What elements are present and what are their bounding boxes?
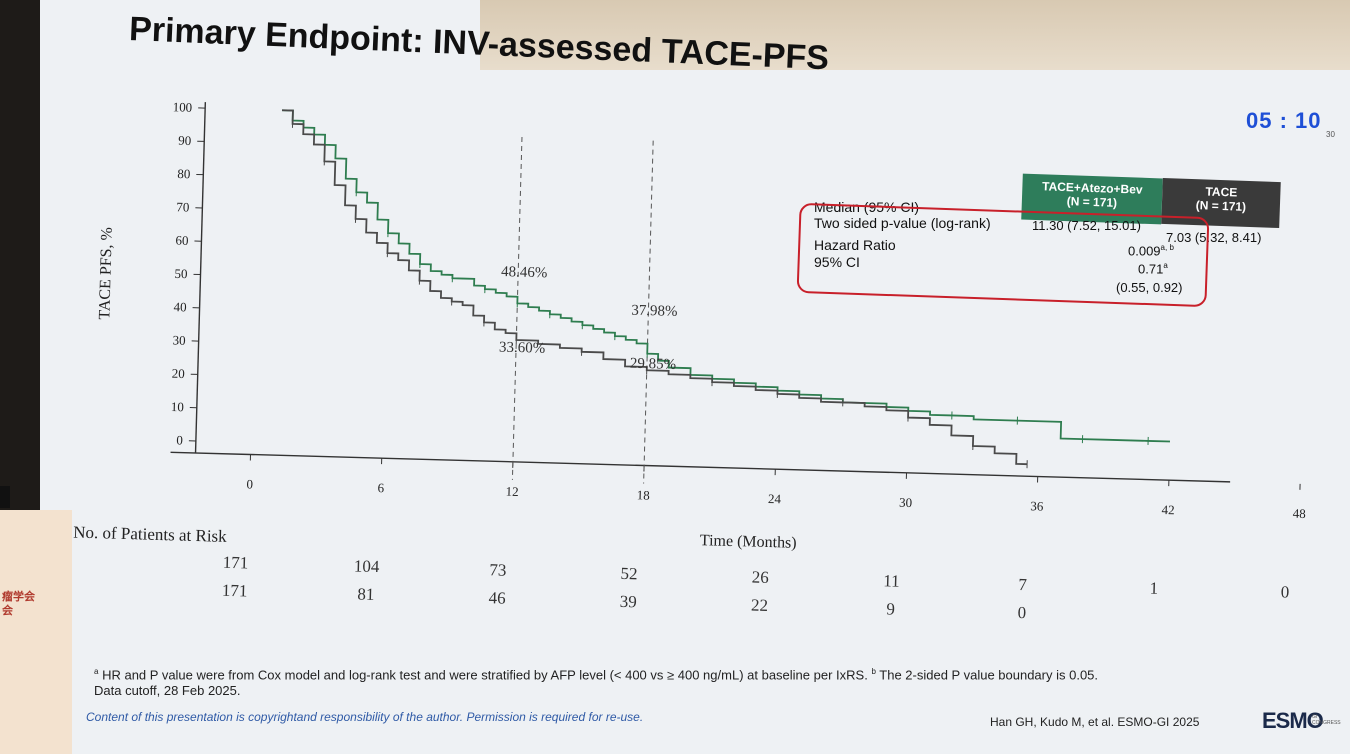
median-a-value: 11.30 (7.52, 15.01)	[1032, 218, 1141, 233]
esmo-logo-sub: GI CONGRESS	[1312, 714, 1341, 726]
at-risk-atezo-42: 1	[1149, 579, 1158, 598]
survival-annotation: 48.46%	[501, 264, 548, 281]
at-risk-atezo-18: 52	[620, 564, 638, 583]
at-risk-atezo-24: 26	[752, 568, 770, 587]
at-risk-tace-30: 9	[886, 599, 895, 618]
x-tick-label-36: 36	[1030, 498, 1044, 513]
x-tick-label-42: 42	[1161, 502, 1174, 517]
y-axis	[194, 102, 207, 453]
y-axis-title: TACE PFS, %	[96, 227, 116, 320]
y-tick-label-90: 90	[178, 133, 191, 148]
at-risk-tace-24: 22	[751, 596, 769, 615]
survival-annotation: 29.85%	[630, 356, 677, 373]
ci-label: 95% CI	[814, 254, 860, 270]
footnote-line1: a HR and P value were from Cox model and…	[94, 667, 1098, 682]
y-tick-label-30: 30	[172, 332, 185, 347]
at-risk-atezo-30: 11	[883, 571, 900, 590]
footnote-text-1: HR and P value were from Cox model and l…	[102, 667, 868, 683]
at-risk-atezo-48: 0	[1281, 582, 1290, 601]
reference-line-12	[511, 136, 523, 480]
footnote-line2: Data cutoff, 28 Feb 2025.	[94, 683, 241, 698]
timer-seconds-label: 30	[1326, 130, 1335, 139]
ceiling-decoration	[480, 0, 1350, 70]
side-banner: 瘤学会 会	[0, 510, 72, 754]
median-label: Median (95% CI)	[814, 199, 920, 215]
at-risk-tace-36: 0	[1017, 603, 1026, 622]
side-marker	[0, 486, 10, 508]
hazard-ratio-value: 0.71a	[1138, 261, 1168, 276]
ci-value: (0.55, 0.92)	[1116, 280, 1183, 295]
y-tick-label-60: 60	[175, 233, 188, 248]
x-tick-label-18: 18	[637, 487, 650, 502]
pvalue-number: 0.009	[1128, 243, 1161, 259]
at-risk-tace-12: 46	[488, 588, 506, 607]
side-text-1: 瘤学会	[2, 591, 35, 603]
y-tick-label-20: 20	[172, 366, 185, 381]
x-tick-label-6: 6	[377, 480, 384, 495]
citation: Han GH, Kudo M, et al. ESMO-GI 2025	[990, 715, 1200, 729]
km-curve-tace	[281, 109, 1028, 466]
countdown-timer: 05 : 10	[1246, 108, 1322, 133]
pvalue-label: Two sided p-value (log-rank)	[814, 215, 991, 231]
y-tick-label-50: 50	[174, 266, 187, 281]
at-risk-tace-18: 39	[620, 592, 638, 611]
x-tick-label-48: 48	[1293, 506, 1306, 521]
at-risk-atezo-36: 7	[1018, 575, 1028, 594]
hr-number: 0.71	[1138, 261, 1164, 277]
at-risk-tace-6: 81	[357, 585, 375, 604]
y-tick-label-40: 40	[173, 299, 186, 314]
esmo-logo: ESMO	[1262, 708, 1324, 733]
reference-line-18	[643, 140, 654, 484]
footnote-sup-a: a	[94, 667, 99, 676]
x-tick-label-0: 0	[246, 476, 253, 491]
footnote-sup-b: b	[871, 667, 876, 676]
y-tick-label-80: 80	[177, 166, 190, 181]
pvalue-sup: a, b	[1160, 243, 1174, 252]
y-tick-label-10: 10	[171, 399, 184, 414]
copyright-notice: Content of this presentation is copyrigh…	[86, 710, 644, 724]
slide-background	[40, 0, 1350, 754]
x-tick-label-30: 30	[899, 495, 912, 510]
at-risk-tace-0: 171	[222, 581, 248, 601]
header-b-n: (N = 171)	[1195, 198, 1247, 214]
at-risk-title: No. of Patients at Risk	[73, 523, 227, 546]
pvalue-value: 0.009a, b	[1128, 243, 1174, 258]
side-text-2: 会	[2, 605, 13, 617]
hr-sup: a	[1163, 261, 1168, 270]
at-risk-atezo-12: 73	[489, 560, 507, 579]
x-tick-label-12: 12	[505, 484, 518, 499]
y-tick-label-100: 100	[172, 99, 192, 115]
x-axis	[170, 451, 1231, 483]
y-tick-label-0: 0	[176, 432, 183, 447]
hazard-ratio-label: Hazard Ratio	[814, 237, 896, 253]
survival-annotation: 37.98%	[631, 303, 678, 320]
x-axis-title: Time (Months)	[700, 532, 797, 552]
footnote-text-1-end: The 2-sided P value boundary is 0.05.	[879, 667, 1099, 683]
at-risk-atezo-6: 104	[354, 556, 381, 576]
median-b-value: 7.03 (5.32, 8.41)	[1166, 230, 1262, 245]
at-risk-atezo-0: 171	[222, 553, 248, 573]
y-tick-label-70: 70	[176, 199, 189, 214]
x-tick-label-24: 24	[768, 491, 782, 506]
survival-annotation: 33.60%	[499, 340, 546, 357]
